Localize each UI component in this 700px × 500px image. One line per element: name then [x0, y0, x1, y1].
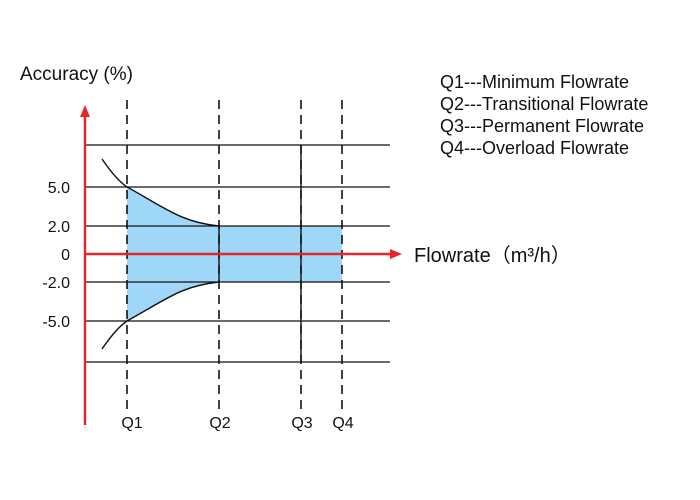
y-tick-label: -2.0 [42, 275, 70, 292]
legend: Q1---Minimum Flowrate Q2---Transitional … [440, 72, 648, 158]
x-axis-arrow [390, 249, 402, 259]
legend-entry: Q3---Permanent Flowrate [440, 116, 644, 136]
x-tick-label: Q1 [121, 415, 142, 432]
x-tick-label: Q2 [209, 415, 230, 432]
y-tick-label: 0 [61, 247, 70, 264]
legend-entry: Q1---Minimum Flowrate [440, 72, 629, 92]
legend-entry: Q4---Overload Flowrate [440, 138, 629, 158]
horizontal-gridlines [85, 144, 390, 363]
y-tick-label: 5.0 [48, 180, 70, 197]
y-axis-title: Accuracy (%) [20, 64, 133, 85]
upper-tolerance-curve [101, 158, 220, 227]
y-tick-labels: 5.0 2.0 0 -2.0 -5.0 [42, 180, 70, 331]
legend-entry: Q2---Transitional Flowrate [440, 94, 648, 114]
y-axis-arrow [80, 105, 90, 117]
x-tick-label: Q4 [332, 415, 353, 432]
x-tick-labels: Q1 Q2 Q3 Q4 [121, 415, 353, 432]
y-tick-label: 2.0 [48, 219, 70, 236]
y-tick-label: -5.0 [42, 314, 70, 331]
x-tick-label: Q3 [291, 415, 312, 432]
lower-tolerance-curve [101, 281, 220, 350]
x-axis-title: Flowrate（m³/h） [414, 244, 571, 267]
axes [80, 105, 402, 425]
